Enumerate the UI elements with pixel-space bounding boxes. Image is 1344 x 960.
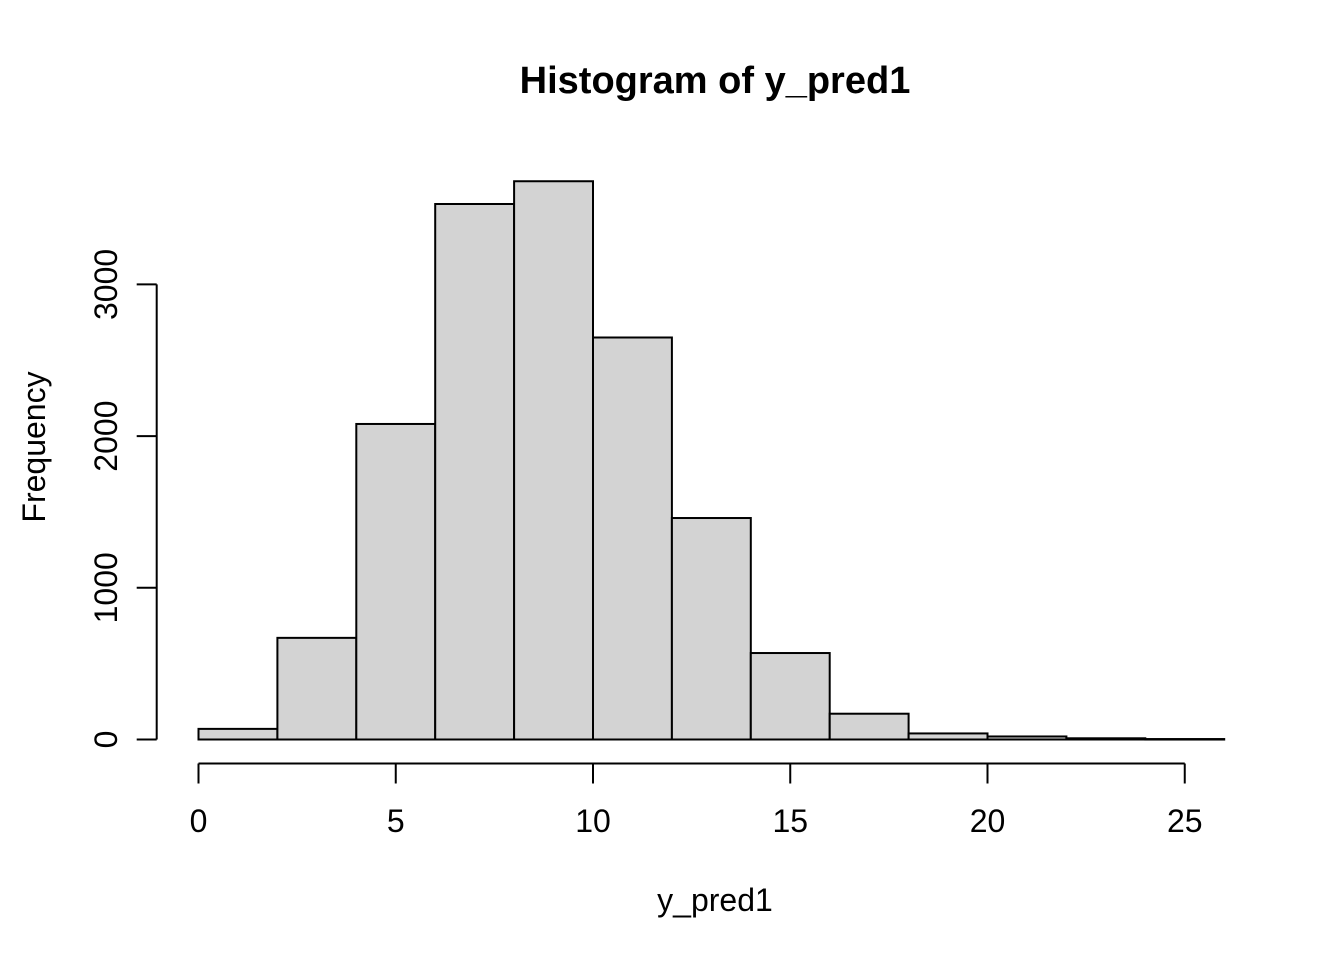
x-tick-label: 20 xyxy=(970,803,1006,839)
histogram-bar xyxy=(1065,737,1147,741)
histogram-bar xyxy=(1144,738,1226,741)
x-axis-label: y_pred1 xyxy=(657,882,773,918)
y-tick-label: 1000 xyxy=(88,552,124,623)
y-axis: 0 1000 2000 3000 xyxy=(88,249,158,749)
histogram-bar xyxy=(276,636,358,741)
y-axis-label: Frequency xyxy=(16,371,52,522)
x-axis: 0 5 10 15 20 25 xyxy=(190,762,1203,839)
histogram-bar xyxy=(434,202,516,741)
histogram-bar xyxy=(749,652,831,741)
histogram-bar xyxy=(986,735,1068,741)
chart-title: Histogram of y_pred1 xyxy=(520,60,911,102)
histogram-bar xyxy=(828,712,910,741)
histogram-bar xyxy=(670,517,752,741)
x-tick-label: 15 xyxy=(772,803,808,839)
x-tick-label: 5 xyxy=(387,803,405,839)
histogram-bar xyxy=(592,336,673,741)
y-tick-label: 3000 xyxy=(88,249,124,320)
y-tick-label: 0 xyxy=(88,731,124,749)
histogram-bar xyxy=(513,180,594,741)
x-tick-label: 0 xyxy=(190,803,208,839)
x-tick-label: 10 xyxy=(575,803,611,839)
y-tick-label: 2000 xyxy=(88,401,124,472)
histogram-bar xyxy=(355,422,437,741)
histogram-bar xyxy=(197,727,279,741)
x-tick-label: 25 xyxy=(1167,803,1203,839)
histogram-bar xyxy=(907,732,989,741)
bars-group xyxy=(197,180,1226,741)
